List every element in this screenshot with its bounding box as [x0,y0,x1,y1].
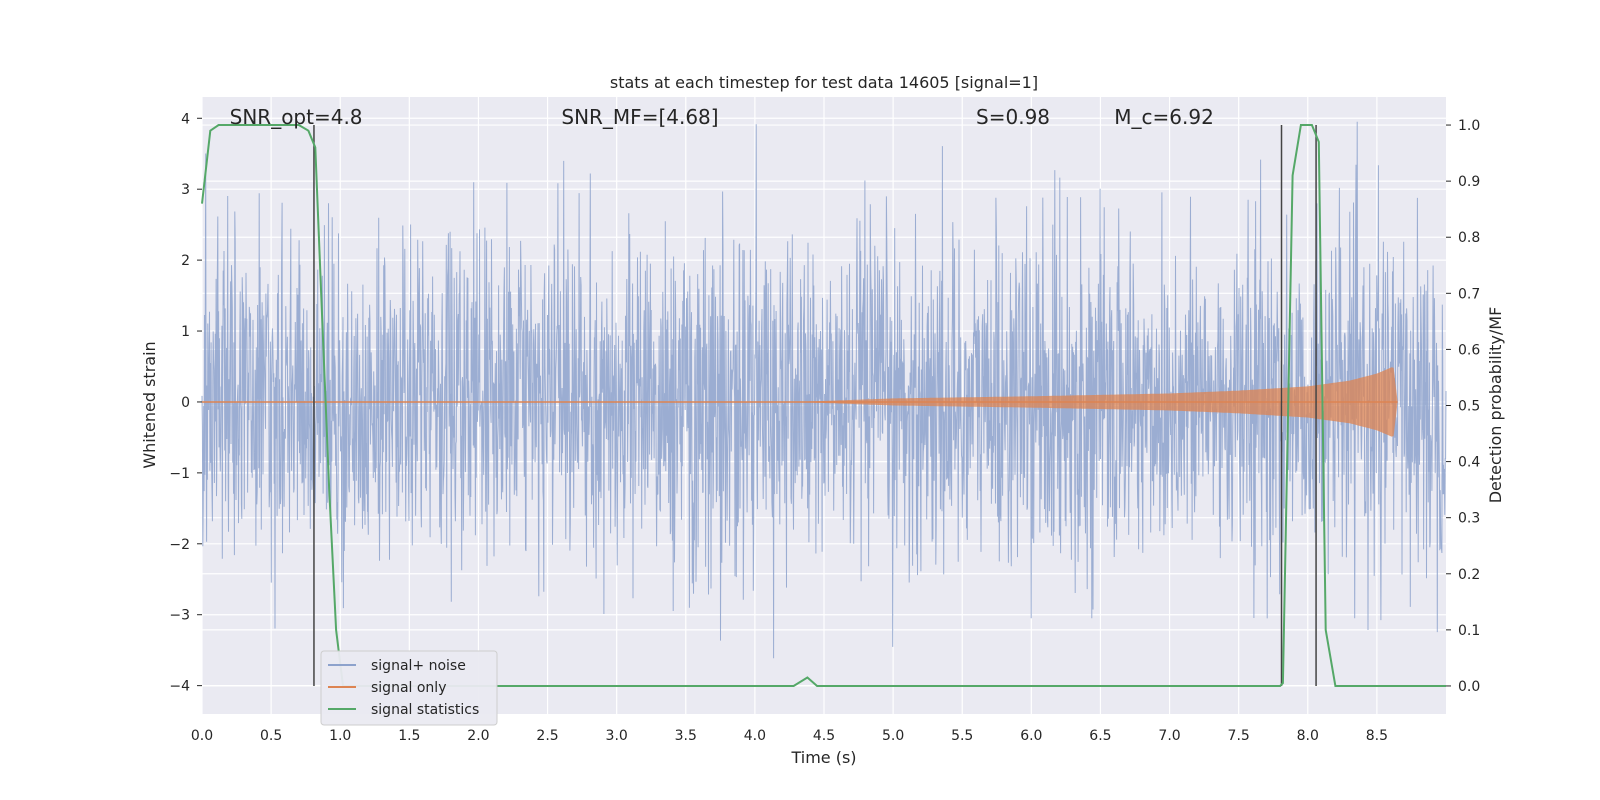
x-tick-label: 4.0 [744,728,766,744]
x-tick-label: 3.0 [606,728,628,744]
y-right-tick-label: 0.7 [1458,286,1480,302]
y-left-tick-label: 3 [181,182,190,198]
y-left-tick-labels: 4 3 2 1 0 −1 −2 −3 −4 [169,111,202,695]
y-right-tick-label: 0.1 [1458,623,1480,639]
x-tick-label: 2.0 [467,728,489,744]
x-tick-label: 3.5 [675,728,697,744]
y-left-tick-label: −4 [169,679,190,695]
legend-label-signal-statistics: signal statistics [371,702,479,718]
legend: signal+ noise signal only signal statist… [320,650,498,726]
annotation-text: SNR_MF=[4.68] [561,105,718,129]
x-tick-label: 7.5 [1228,728,1250,744]
y-right-tick-label: 1.0 [1458,118,1480,134]
signal-statistics-series [201,124,1446,687]
y-right-tick-label: 0.8 [1458,230,1480,246]
x-tick-label: 2.5 [536,728,558,744]
y-right-tick-label: 0.4 [1458,455,1480,471]
x-tick-label: 0.0 [191,728,213,744]
y-right-tick-label: 0.5 [1458,399,1480,415]
y-left-tick-label: −3 [169,608,190,624]
signal-only-series [202,367,1398,437]
x-axis-label: Time (s) [790,748,856,767]
chart-title: stats at each timestep for test data 146… [610,73,1038,92]
y-left-tick-label: 0 [181,395,190,411]
legend-box [320,650,498,726]
x-tick-label: 7.0 [1158,728,1180,744]
noise-line [201,121,1447,659]
x-tick-labels: 0.0 0.5 1.0 1.5 2.0 2.5 3.0 3.5 4.0 4.5 5.0 5.5 6.0 6… [191,728,1388,744]
annotation-text: SNR_opt=4.8 [230,105,363,129]
x-tick-label: 6.5 [1089,728,1111,744]
annotation-text: M_c=6.92 [1114,105,1214,129]
y-right-tick-label: 0.6 [1458,342,1480,358]
x-tick-label: 5.5 [951,728,973,744]
y-right-tick-label: 0.2 [1458,567,1480,583]
y-left-tick-label: 2 [181,253,190,269]
signal-noise-series [201,121,1447,659]
y-right-tick-label: 0.0 [1458,679,1480,695]
y-right-axis-label: Detection probability/MF [1486,307,1505,504]
statistics-line [201,124,1446,687]
x-tick-label: 1.5 [398,728,420,744]
y-left-axis-label: Whitened strain [140,341,159,468]
x-tick-label: 6.0 [1020,728,1042,744]
annotation-text: S=0.98 [976,105,1050,129]
y-right-tick-label: 0.3 [1458,511,1480,527]
x-tick-label: 1.0 [329,728,351,744]
y-left-tick-label: −1 [169,466,190,482]
annotations: SNR_opt=4.8 SNR_MF=[4.68] S=0.98 M_c=6.92 [230,105,1214,129]
vertical-markers [313,125,1317,686]
x-tick-label: 4.5 [813,728,835,744]
y-right-tick-label: 0.9 [1458,174,1480,190]
y-right-tick-labels: 1.0 0.9 0.8 0.7 0.6 0.5 0.4 0.3 0.2 0.1 0.0 [1446,118,1480,695]
y-left-tick-label: 4 [181,111,190,127]
legend-label-signal-only: signal only [371,680,446,696]
legend-label-signal-noise: signal+ noise [371,658,466,674]
x-tick-label: 8.0 [1297,728,1319,744]
x-tick-label: 5.0 [882,728,904,744]
y-left-tick-label: −2 [169,537,190,553]
x-tick-label: 0.5 [260,728,282,744]
y-left-tick-label: 1 [181,324,190,340]
x-tick-label: 8.5 [1366,728,1388,744]
